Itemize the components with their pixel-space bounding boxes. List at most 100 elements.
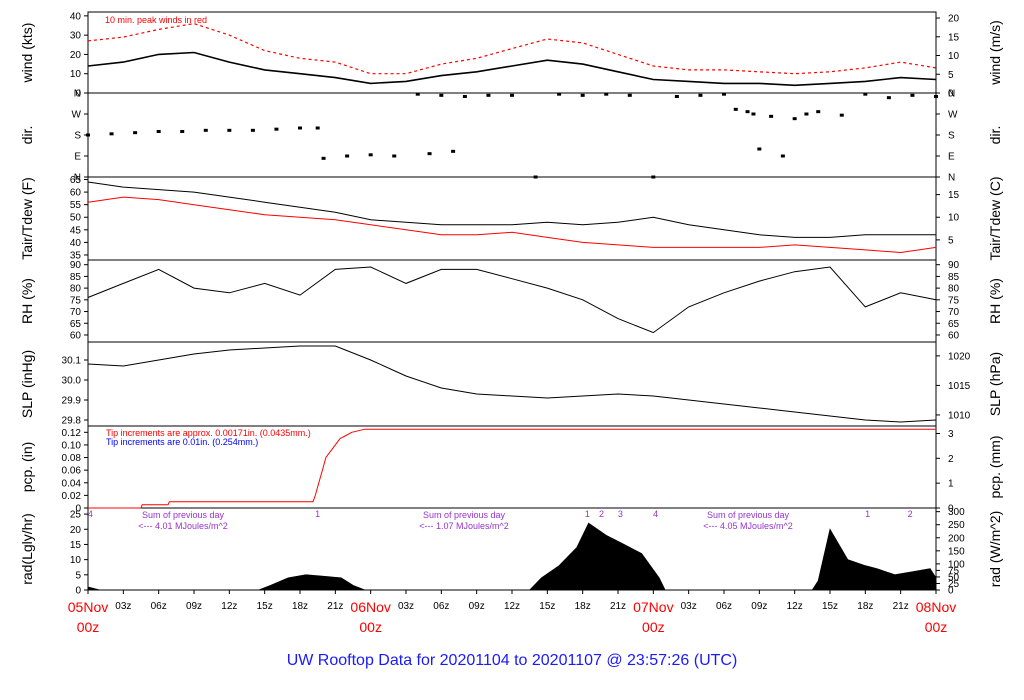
- temp-right-axis-label: Tair/Tdew (C): [987, 176, 1003, 260]
- direction-point: [751, 112, 756, 116]
- wind-right-tick-label: 5: [948, 70, 954, 81]
- rad-left-tick-label: 20: [70, 525, 82, 536]
- rh-left-tick-label: 70: [70, 307, 82, 318]
- direction-point: [133, 131, 138, 135]
- direction-point: [486, 93, 491, 97]
- direction-point: [627, 93, 632, 97]
- hour-tick-label: 03z: [115, 601, 131, 612]
- direction-point: [274, 127, 279, 131]
- dir-right-tick-label: N: [948, 89, 955, 100]
- temp-left-axis-label: Tair/Tdew (F): [19, 177, 35, 259]
- slp-right-tick-label: 1020: [948, 351, 971, 362]
- direction-point: [863, 92, 868, 96]
- hour-tick-label: 21z: [327, 601, 343, 612]
- rh-right-tick-label: 80: [948, 284, 960, 295]
- radiation-marker: 1: [585, 509, 590, 519]
- direction-point: [510, 93, 514, 97]
- pcp-left-tick-label: 0.10: [62, 440, 82, 451]
- wind-left-tick-label: 0: [75, 89, 81, 100]
- direction-point: [651, 175, 656, 179]
- pcp-left-tick-label: 0.04: [62, 478, 82, 489]
- direction-point: [674, 95, 679, 98]
- direction-point: [250, 128, 255, 132]
- rh-line: [87, 266, 937, 334]
- slp-left-tick-label: 29.9: [62, 396, 82, 407]
- temp-right-tick-label: 15: [948, 190, 960, 201]
- direction-point: [462, 95, 467, 98]
- day-hour-label: 00z: [642, 619, 665, 635]
- radiation-marker: 2: [908, 509, 913, 519]
- radiation-marker: 3: [618, 509, 623, 519]
- hour-tick-label: 12z: [504, 601, 520, 612]
- wind-right-tick-label: 0: [948, 89, 954, 100]
- direction-point: [604, 92, 609, 96]
- rh-right-tick-label: 70: [948, 307, 960, 318]
- rad-right-tick-label: 50: [948, 572, 960, 583]
- dir-right-tick-label: S: [948, 131, 955, 142]
- rad-left-tick-label: 25: [70, 510, 82, 521]
- wind-right-tick-label: 20: [948, 14, 960, 25]
- rh-right-tick-label: 65: [948, 319, 960, 330]
- direction-point: [227, 128, 232, 132]
- direction-point: [580, 93, 585, 97]
- rad-right-tick-label: 75: [948, 566, 960, 577]
- dir-left-axis-label: dir.: [19, 126, 35, 145]
- rad-left-tick-label: 10: [70, 555, 82, 566]
- day-date-label: 08Nov: [916, 599, 956, 615]
- day-hour-label: 00z: [77, 619, 100, 635]
- air-temp-line: [87, 181, 936, 238]
- temp-left-tick-label: 60: [70, 188, 82, 199]
- direction-point: [345, 154, 350, 158]
- hour-tick-label: 12z: [787, 601, 803, 612]
- pcp-left-tick-label: 0: [75, 504, 81, 515]
- rh-left-tick-label: 80: [70, 284, 82, 295]
- wind-speed-line: [87, 51, 937, 87]
- dir-left-tick-label: W: [72, 110, 82, 121]
- temp-right-tick-label: 5: [948, 235, 954, 246]
- rad-left-tick-label: 15: [70, 540, 82, 551]
- direction-point: [557, 92, 562, 96]
- direction-point: [298, 126, 302, 130]
- direction-point: [886, 96, 891, 100]
- rad-right-tick-label: 100: [948, 559, 965, 570]
- hour-tick-label: 06z: [151, 601, 167, 612]
- temp-left-tick-label: 45: [70, 225, 82, 236]
- slp-left-tick-label: 30.1: [62, 356, 82, 367]
- tip-increment-note-exact: Tip increments are 0.01in. (0.254mm.): [106, 437, 258, 447]
- rh-panel-frame: [87, 259, 937, 343]
- direction-point: [722, 92, 726, 96]
- day-hour-label: 00z: [925, 619, 948, 635]
- hour-tick-label: 15z: [257, 601, 273, 612]
- direction-point: [392, 154, 397, 158]
- rh-left-tick-label: 85: [70, 272, 82, 283]
- day-date-label: 05Nov: [68, 599, 108, 615]
- slp-right-tick-label: 1015: [948, 381, 971, 392]
- radiation-marker: 2: [599, 509, 604, 519]
- hour-tick-label: 09z: [469, 601, 485, 612]
- dir-left-tick-label: N: [74, 89, 81, 100]
- temp-left-tick-label: 50: [70, 213, 82, 224]
- direction-point: [910, 93, 915, 97]
- dew-point-line: [87, 196, 937, 254]
- pcp-right-tick-label: 1: [948, 479, 954, 490]
- direction-point: [368, 153, 373, 157]
- direction-point: [321, 156, 326, 160]
- pcp-right-tick-label: 2: [948, 454, 954, 465]
- wind-peak-line: [87, 22, 937, 75]
- rad-right-tick-label: 300: [948, 507, 965, 518]
- radiation-marker: 4: [88, 509, 93, 519]
- rad-right-tick-label: 200: [948, 533, 965, 544]
- tip-increment-note-approx: Tip increments are approx. 0.00171in. (0…: [106, 428, 311, 438]
- day-hour-label: 00z: [359, 619, 382, 635]
- slp-right-tick-label: 1010: [948, 410, 971, 421]
- hour-tick-label: 12z: [221, 601, 237, 612]
- day-date-label: 07Nov: [633, 599, 673, 615]
- pcp-left-axis-label: pcp. (in): [19, 442, 35, 493]
- direction-point: [156, 130, 161, 133]
- hour-tick-label: 15z: [822, 601, 838, 612]
- wind-right-axis-label: wind (m/s): [987, 20, 1003, 86]
- direction-point: [109, 132, 114, 136]
- hour-tick-label: 03z: [681, 601, 697, 612]
- hour-tick-label: 15z: [539, 601, 555, 612]
